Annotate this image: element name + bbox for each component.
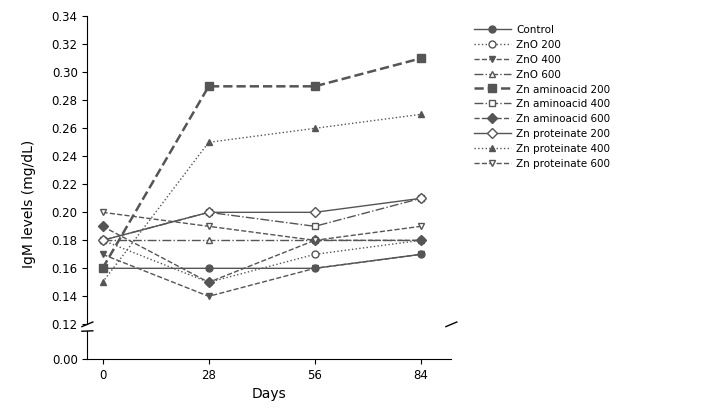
Zn proteinate 600 (98, 210, 107, 215)
Zn proteinate 400 (311, 126, 320, 131)
Zn aminoacid 400 (205, 210, 213, 215)
ZnO 400 (311, 266, 320, 271)
Zn proteinate 600 (205, 224, 213, 229)
Zn proteinate 600 (311, 238, 320, 243)
ZnO 600 (416, 238, 425, 243)
Line: ZnO 600: ZnO 600 (99, 237, 424, 244)
Zn aminoacid 200 (205, 84, 213, 89)
ZnO 200 (416, 238, 425, 243)
Zn proteinate 200 (205, 210, 213, 215)
Line: Control: Control (99, 251, 424, 272)
Control (416, 252, 425, 257)
Control (98, 266, 107, 271)
Zn proteinate 400 (205, 140, 213, 145)
Zn proteinate 400 (416, 112, 425, 117)
Control (311, 266, 320, 271)
Line: Zn aminoacid 400: Zn aminoacid 400 (99, 195, 424, 244)
Line: Zn proteinate 600: Zn proteinate 600 (99, 209, 424, 244)
Zn aminoacid 600 (98, 224, 107, 229)
Zn aminoacid 400 (98, 238, 107, 243)
ZnO 200 (205, 280, 213, 285)
Zn aminoacid 600 (205, 280, 213, 285)
Text: IgM levels (mg/dL): IgM levels (mg/dL) (22, 140, 36, 268)
Line: ZnO 400: ZnO 400 (99, 251, 424, 300)
Zn proteinate 400 (98, 280, 107, 285)
X-axis label: Days: Days (252, 387, 287, 401)
Zn proteinate 600 (416, 224, 425, 229)
ZnO 600 (98, 238, 107, 243)
Zn aminoacid 400 (416, 196, 425, 201)
ZnO 400 (98, 252, 107, 257)
Legend: Control, ZnO 200, ZnO 400, ZnO 600, Zn aminoacid 200, Zn aminoacid 400, Zn amino: Control, ZnO 200, ZnO 400, ZnO 600, Zn a… (471, 22, 613, 172)
Line: Zn aminoacid 600: Zn aminoacid 600 (99, 223, 424, 286)
ZnO 200 (98, 238, 107, 243)
Zn aminoacid 200 (311, 84, 320, 89)
Zn proteinate 200 (416, 196, 425, 201)
Zn aminoacid 600 (416, 238, 425, 243)
Zn proteinate 200 (311, 210, 320, 215)
Line: Zn proteinate 400: Zn proteinate 400 (99, 111, 424, 286)
Line: ZnO 200: ZnO 200 (99, 237, 424, 286)
ZnO 600 (205, 238, 213, 243)
Line: Zn proteinate 200: Zn proteinate 200 (99, 195, 424, 244)
Zn proteinate 200 (98, 238, 107, 243)
Zn aminoacid 400 (311, 224, 320, 229)
Control (205, 266, 213, 271)
Zn aminoacid 200 (98, 266, 107, 271)
ZnO 200 (311, 252, 320, 257)
Line: Zn aminoacid 200: Zn aminoacid 200 (98, 54, 425, 273)
Zn aminoacid 600 (311, 238, 320, 243)
ZnO 400 (416, 252, 425, 257)
ZnO 400 (205, 294, 213, 299)
ZnO 600 (311, 238, 320, 243)
Zn aminoacid 200 (416, 56, 425, 61)
